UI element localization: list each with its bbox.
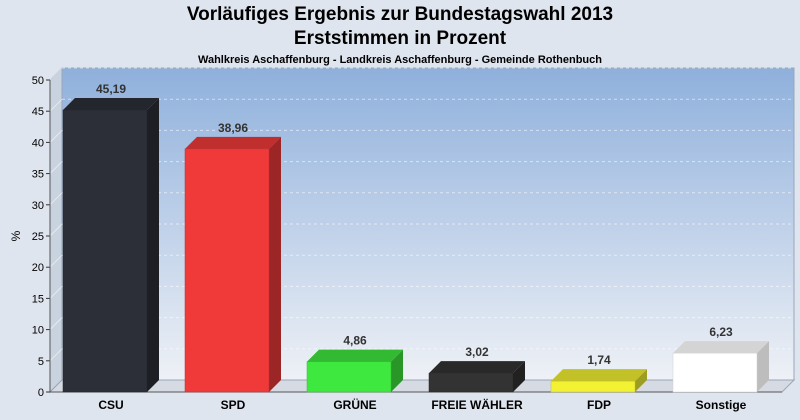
y-tick-label: 20 bbox=[32, 262, 44, 274]
data-label: 4,86 bbox=[343, 334, 367, 348]
grid-line-side bbox=[49, 67, 63, 81]
grid-line-side bbox=[49, 192, 63, 206]
bar-top bbox=[63, 98, 159, 111]
y-tick-label: 50 bbox=[32, 75, 44, 87]
bar-side bbox=[513, 361, 525, 392]
bar bbox=[428, 372, 514, 393]
grid-line-side bbox=[49, 254, 63, 268]
grid-line-side bbox=[49, 130, 63, 143]
bar-top bbox=[307, 349, 403, 362]
bar-top bbox=[429, 361, 525, 374]
grid-line-side bbox=[49, 161, 63, 174]
chart-title: Vorläufiges Ergebnis zur Bundestagswahl … bbox=[186, 4, 614, 25]
bar-top bbox=[551, 369, 647, 382]
grid-line-side bbox=[49, 348, 63, 362]
data-label: 45,19 bbox=[96, 82, 126, 96]
chart-subtitle: Wahlkreis Aschaffenburg - Landkreis Asch… bbox=[197, 54, 602, 66]
y-tick-label: 10 bbox=[32, 325, 44, 337]
bar-side bbox=[269, 136, 281, 392]
x-tick-label: FDP bbox=[587, 398, 611, 412]
x-tick-label: Sonstige bbox=[696, 398, 747, 412]
x-tick-label: FREIE WÄHLER bbox=[431, 397, 523, 412]
chart-title-line2: Erststimmen in Prozent bbox=[293, 28, 507, 49]
bar-side bbox=[391, 349, 403, 392]
bar-top bbox=[673, 341, 769, 354]
x-tick-label: CSU bbox=[98, 398, 123, 412]
y-tick-label: 40 bbox=[32, 137, 44, 149]
bar bbox=[184, 148, 270, 393]
y-tick-label: 25 bbox=[32, 231, 44, 243]
x-tick-label: SPD bbox=[221, 398, 246, 412]
bar bbox=[306, 361, 392, 393]
bar-top bbox=[185, 136, 281, 149]
data-label: 3,02 bbox=[465, 345, 489, 359]
grid-line-side bbox=[49, 98, 63, 112]
data-label: 38,96 bbox=[218, 121, 248, 135]
y-tick-label: 15 bbox=[32, 293, 44, 305]
x-tick-label: GRÜNE bbox=[333, 397, 376, 412]
grid-line-side bbox=[49, 223, 63, 237]
bar-side bbox=[147, 98, 159, 392]
bar-side bbox=[757, 341, 769, 392]
y-tick-label: 35 bbox=[32, 169, 44, 181]
bar bbox=[672, 352, 758, 393]
data-label: 6,23 bbox=[709, 325, 733, 339]
y-axis-label: % bbox=[9, 230, 23, 241]
bar-side bbox=[635, 369, 647, 392]
grid-line-side bbox=[49, 317, 63, 330]
data-label: 1,74 bbox=[587, 353, 611, 367]
y-tick-label: 45 bbox=[32, 106, 44, 118]
bar bbox=[550, 380, 636, 393]
y-tick-label: 0 bbox=[38, 387, 44, 399]
grid-line-side bbox=[49, 286, 63, 299]
y-tick-label: 30 bbox=[32, 200, 44, 212]
bar bbox=[62, 109, 148, 393]
y-tick-label: 5 bbox=[38, 356, 44, 368]
